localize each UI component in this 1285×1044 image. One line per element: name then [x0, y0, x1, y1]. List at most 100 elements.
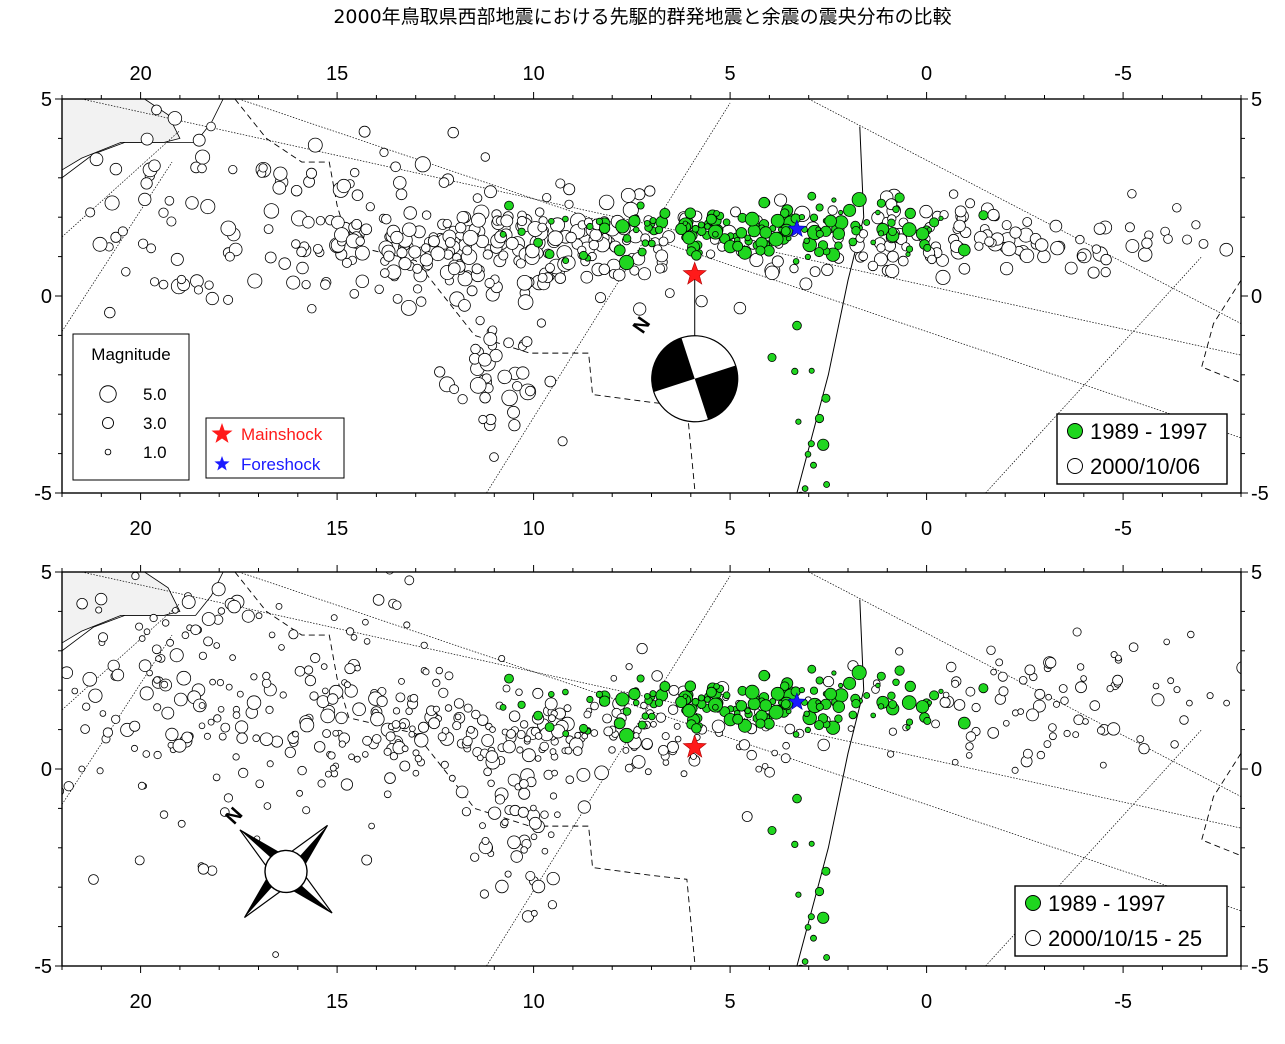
epicenter-point: [98, 555, 104, 561]
epicenter-point: [697, 221, 705, 229]
epicenter-point: [746, 749, 757, 761]
epicenter-point: [915, 700, 930, 714]
epicenter-point: [1082, 718, 1089, 725]
epicenter-point: [905, 724, 911, 730]
epicenter-point: [1170, 740, 1179, 749]
epicenter-point: [409, 725, 416, 733]
epicenter-point: [1077, 251, 1087, 262]
series-legend-symbol: [1067, 458, 1083, 474]
epicenter-point: [117, 226, 128, 237]
epicenter-point: [901, 222, 917, 237]
epicenter-point: [817, 438, 830, 451]
epicenter-point: [1036, 750, 1046, 760]
x-tick-label-top: 10: [522, 63, 544, 85]
epicenter-point: [691, 224, 700, 233]
epicenter-point: [999, 261, 1014, 276]
epicenter-point: [362, 618, 369, 626]
epicenter-point: [544, 697, 558, 711]
epicenter-point: [682, 693, 688, 699]
prefecture-border: [234, 572, 696, 963]
epicenter-point: [744, 234, 751, 242]
map-line-dotted-1: [238, 572, 1241, 912]
epicenter-point: [479, 822, 486, 829]
epicenter-point: [791, 367, 799, 375]
epicenter-point: [1075, 234, 1085, 245]
series-legend: 1989 - 1997 2000/10/06: [1056, 413, 1228, 485]
epicenter-point: [80, 724, 90, 734]
epicenter-point: [984, 236, 995, 247]
epicenter-point: [929, 690, 940, 701]
epicenter-point: [422, 668, 430, 676]
series-legend-label: 1989 - 1997: [1090, 419, 1207, 444]
epicenter-point: [691, 697, 700, 706]
epicenter-point: [78, 765, 86, 773]
coastline: [62, 572, 224, 652]
epicenter-point: [847, 977, 855, 985]
epicenter-point: [1043, 740, 1052, 748]
prefecture-border: [234, 99, 696, 490]
epicenter-point: [923, 716, 932, 725]
epicenter-point: [533, 710, 543, 721]
epicenter-point: [821, 263, 834, 276]
epicenter-point: [814, 720, 825, 731]
epicenter-point: [46, 196, 55, 205]
epicenter-point: [625, 663, 633, 671]
epicenter-point: [211, 582, 226, 597]
epicenter-point: [888, 700, 898, 710]
epicenter-point: [801, 485, 809, 492]
epicenter-point: [350, 634, 358, 641]
epicenter-point: [1223, 699, 1230, 707]
epicenter-point: [810, 461, 817, 469]
epicenter-point: [595, 292, 607, 304]
epicenter-point: [1023, 748, 1033, 759]
epicenter-point: [815, 229, 824, 238]
epicenter-point: [485, 750, 499, 763]
epicenter-point: [272, 951, 279, 958]
epicenter-point: [817, 911, 830, 924]
epicenter-point: [662, 759, 670, 766]
epicenter-point: [395, 188, 408, 201]
epicenter-point: [608, 746, 616, 754]
epicenter-point: [1026, 708, 1039, 722]
epicenter-point: [792, 731, 800, 738]
y-tick-label-right: -5: [1251, 956, 1269, 978]
epicenter-point: [562, 215, 569, 223]
epicenter-point: [705, 249, 716, 259]
epicenter-point: [198, 722, 206, 730]
epicenter-point: [557, 436, 568, 447]
epicenter-point: [255, 779, 265, 789]
epicenter-point: [392, 600, 402, 610]
epicenter-point: [471, 709, 481, 720]
epicenter-point: [466, 285, 478, 297]
epicenter-point: [494, 794, 506, 805]
epicenter-point: [146, 669, 153, 677]
epicenter-point: [1072, 731, 1080, 738]
epicenter-point: [350, 167, 360, 178]
x-tick-label-top: -5: [1114, 63, 1132, 85]
epicenter-point: [780, 753, 791, 764]
epicenter-point: [814, 413, 825, 424]
epicenter-points: [46, 64, 1234, 493]
epicenter-point: [713, 683, 720, 690]
compass-north-label: N: [221, 803, 247, 828]
epicenter-point: [1033, 699, 1046, 713]
epicenter-point: [654, 698, 664, 707]
epicenter-point: [501, 818, 509, 827]
epicenter-point: [691, 250, 702, 261]
epicenter-point: [643, 692, 651, 700]
epicenter-point: [98, 632, 109, 643]
epicenter-point: [507, 773, 521, 787]
epicenter-point: [658, 236, 669, 247]
epicenter-point: [384, 772, 396, 784]
epicenter-point: [537, 272, 548, 283]
epicenter-point: [986, 645, 996, 656]
epicenter-point: [220, 220, 237, 237]
epicenter-point: [66, 64, 75, 73]
epicenter-point: [644, 768, 652, 776]
epicenter-point: [354, 245, 370, 261]
epicenter-point: [332, 729, 340, 737]
epicenter-point: [136, 558, 142, 564]
epicenter-point: [456, 211, 470, 224]
epicenter-point: [236, 690, 244, 698]
series-legend-symbol: [1025, 895, 1041, 911]
